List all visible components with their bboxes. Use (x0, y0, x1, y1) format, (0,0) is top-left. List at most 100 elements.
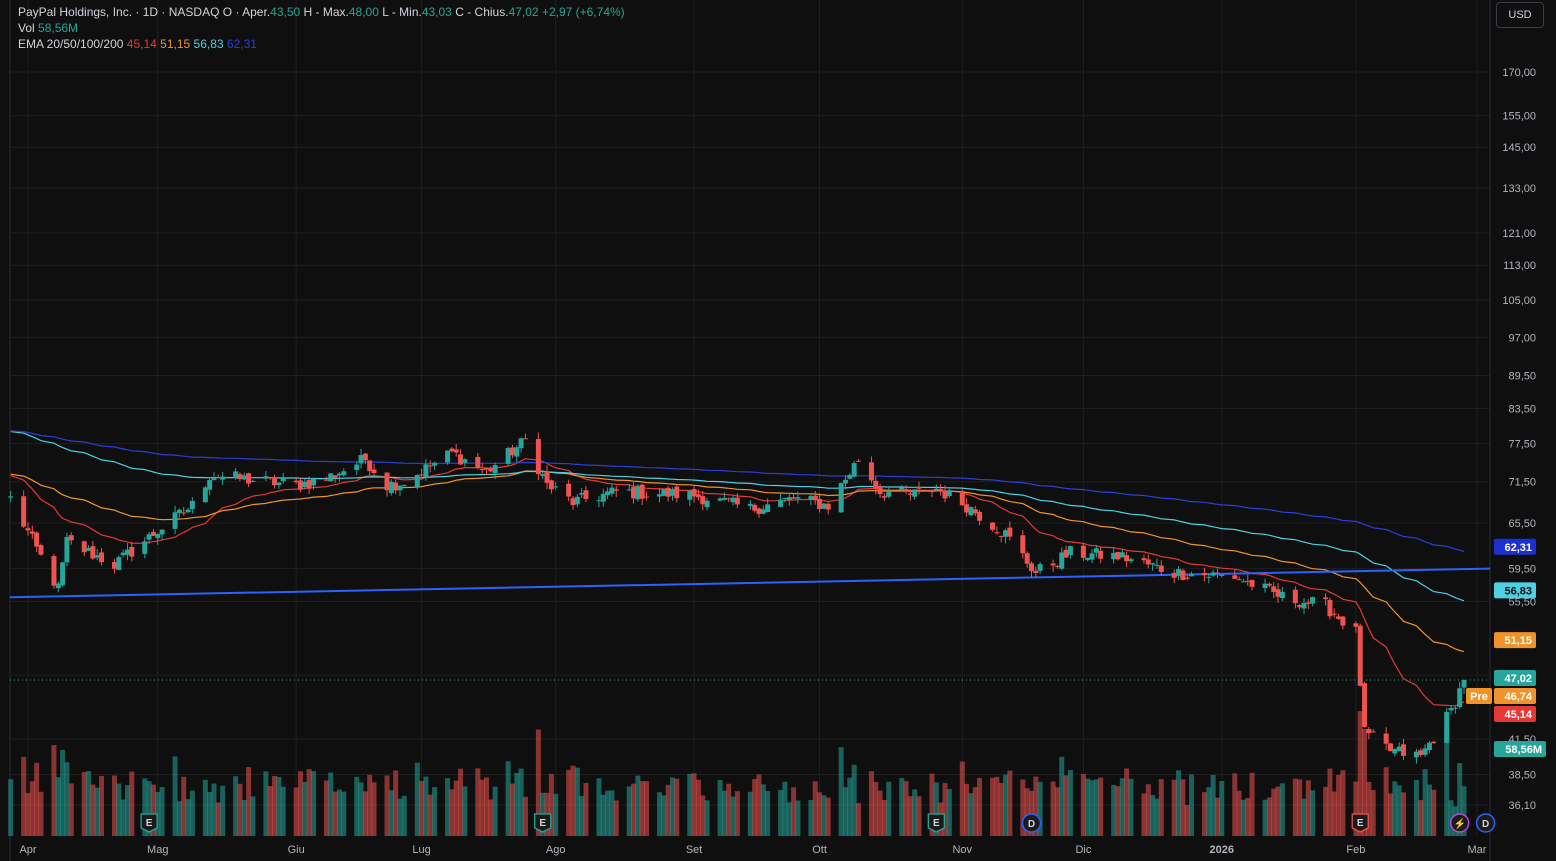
candle (994, 526, 1000, 535)
candle (778, 493, 784, 507)
earnings-marker[interactable]: E (1351, 813, 1369, 833)
candle-body (1067, 546, 1073, 556)
candle (1124, 551, 1130, 568)
candle (1279, 586, 1285, 601)
candle-body (1422, 748, 1428, 755)
candle (877, 483, 883, 498)
candle-body (1236, 579, 1242, 581)
dividend-marker[interactable]: D (1475, 813, 1496, 833)
volume-bar (518, 768, 524, 836)
candle (34, 531, 40, 553)
candle (518, 437, 524, 453)
volume-bar (553, 793, 559, 836)
volume-bar (1370, 790, 1376, 836)
candle (1305, 599, 1311, 610)
candle-body (479, 469, 485, 471)
volume-bar (479, 779, 485, 836)
candle-body (1111, 552, 1117, 560)
volume-bar (881, 799, 887, 836)
volume-bar (721, 790, 727, 836)
volume-bar (791, 787, 797, 836)
candle-body (881, 496, 887, 498)
candle (817, 493, 823, 513)
volume-bar (215, 802, 221, 836)
candle (600, 488, 606, 507)
currency-button[interactable]: USD (1496, 2, 1544, 28)
candle (791, 493, 797, 499)
volume-bar (522, 796, 528, 836)
candle (233, 468, 239, 480)
ema200-price-tag-label: 62,31 (1504, 542, 1532, 554)
flash-label: ⚡ (1453, 817, 1465, 830)
candle-body (687, 490, 693, 500)
volume-bar (397, 798, 403, 836)
candle-body (1323, 597, 1329, 600)
candle-body (1331, 613, 1337, 615)
time-tick-label: Giu (288, 844, 305, 856)
ema20-price-tag-bg (1494, 705, 1536, 722)
candle-body (791, 497, 797, 499)
price-tick-label: 145,00 (1502, 142, 1536, 154)
candle (752, 503, 758, 513)
volume-bar (1366, 781, 1372, 836)
candle (1050, 559, 1056, 572)
candle-body (765, 504, 771, 512)
candle (272, 474, 278, 489)
candle (1422, 744, 1428, 757)
low-key: L (382, 5, 389, 19)
candle-body (756, 508, 762, 514)
candle-body (393, 482, 399, 491)
candle (479, 463, 485, 474)
candle-body (250, 480, 256, 482)
earnings-marker[interactable]: E (534, 813, 552, 833)
flash-marker[interactable]: ⚡ (1449, 813, 1470, 833)
candle (241, 472, 247, 481)
volume-bar (1063, 775, 1069, 836)
dividend-label: D (1028, 819, 1035, 830)
candle-body (717, 498, 723, 501)
earnings-marker[interactable]: E (927, 813, 945, 833)
volume-bar (548, 774, 554, 836)
candle-body (1180, 570, 1186, 580)
volume-bar (358, 782, 364, 836)
candle (786, 492, 792, 506)
candle-body (704, 500, 710, 508)
candle-body (64, 536, 70, 563)
earnings-marker[interactable]: E (140, 813, 158, 833)
dividend-marker[interactable]: D (1021, 813, 1042, 833)
candle-body (458, 454, 464, 465)
candle-body (1336, 616, 1342, 619)
ema200-price-tag-bg (1494, 538, 1536, 555)
volume-bar (535, 729, 541, 836)
candle (964, 498, 970, 517)
candle-body (358, 454, 364, 464)
volume-bar (687, 774, 693, 836)
candle-body (942, 490, 948, 499)
candle-body (1275, 589, 1281, 597)
volume-bar (146, 781, 152, 836)
symbol-title: PayPal Holdings, Inc. · 1D · NASDAQ (18, 5, 220, 19)
volume-bar (1426, 784, 1432, 836)
volume-bar (1067, 769, 1073, 836)
volume-bar (1115, 786, 1121, 836)
volume-bar (903, 781, 909, 836)
candle (514, 445, 520, 463)
candle (1067, 545, 1073, 559)
volume-bar (332, 791, 338, 836)
volume-bar (1266, 797, 1272, 836)
candle (142, 537, 148, 559)
volume-bar (821, 795, 827, 836)
volume-bar (1236, 790, 1242, 836)
volume-bar (246, 767, 252, 836)
volume-bar (1054, 787, 1060, 836)
candle (583, 486, 589, 503)
candle (765, 498, 771, 513)
volume-tag-label: 58,56M (1505, 744, 1542, 756)
candle-body (116, 557, 122, 571)
candle-body (1210, 572, 1216, 576)
candle-body (1037, 564, 1043, 571)
candle (998, 535, 1004, 543)
low-name: Min. (399, 5, 422, 19)
volume-label: Vol (18, 21, 35, 35)
